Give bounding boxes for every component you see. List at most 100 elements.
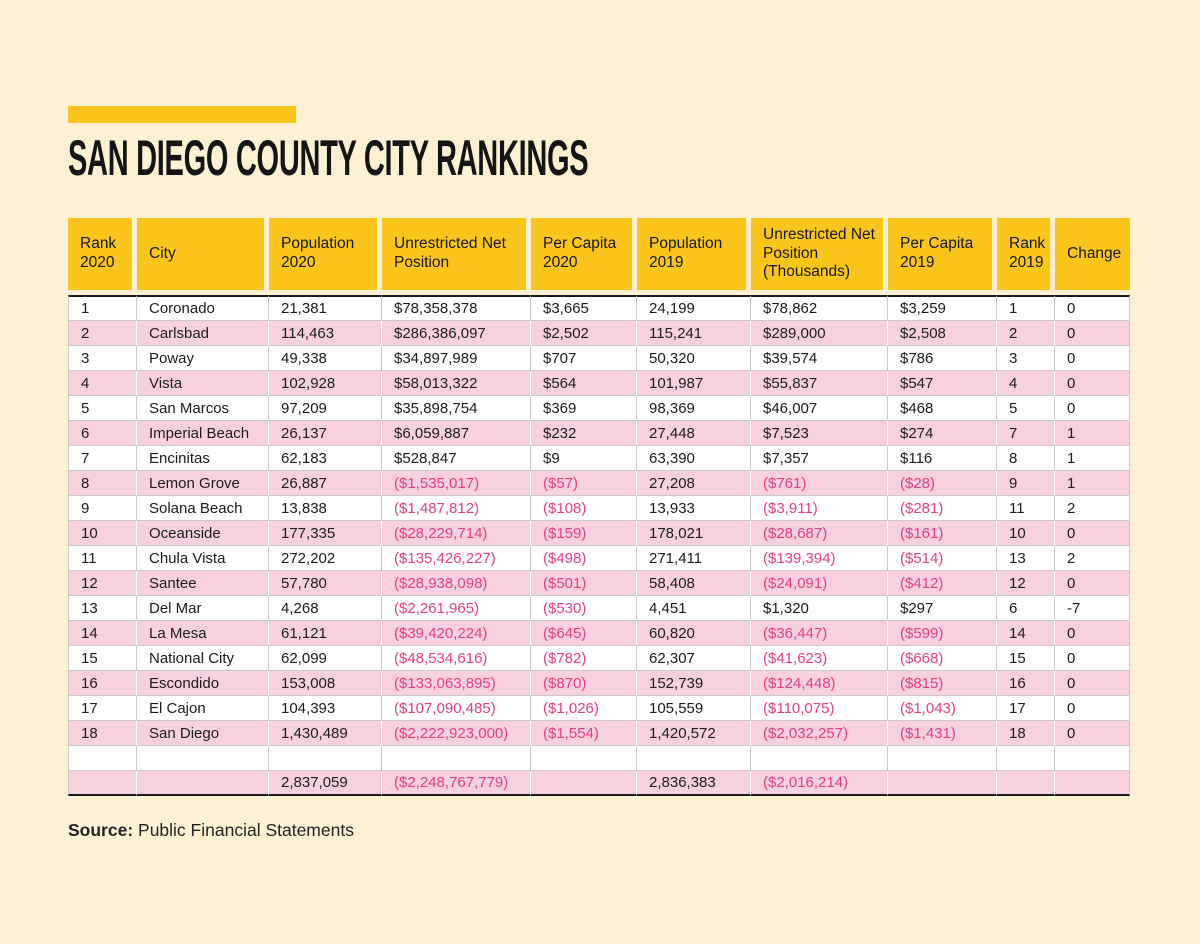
cell-rank-2019: 4	[997, 371, 1055, 396]
cell-city: San Marcos	[137, 396, 269, 421]
cell-population-2019: 98,369	[637, 396, 751, 421]
cell-unrestricted-net-position: $35,898,754	[382, 396, 531, 421]
cell-unrestricted-net-position: ($1,487,812)	[382, 496, 531, 521]
cell-rank-2019	[997, 771, 1055, 796]
table-row-vista: 4 Vista 102,928 $58,013,322 $564 101,987 $55,8…	[68, 371, 1130, 396]
source-text: Public Financial Statements	[133, 820, 354, 840]
cell-population-2019: 58,408	[637, 571, 751, 596]
cell-rank-2019: 7	[997, 421, 1055, 446]
cell-city: Encinitas	[137, 446, 269, 471]
cell-rank-2019: 12	[997, 571, 1055, 596]
cell-per-capita-2019: $468	[888, 396, 997, 421]
cell-unrestricted-net-position-thousands: ($36,447)	[751, 621, 888, 646]
table-header: Rank 2020 City Population 2020 Unrestricted…	[68, 218, 1130, 295]
cell-population-2020: 177,335	[269, 521, 382, 546]
cell-per-capita-2019: $274	[888, 421, 997, 446]
cell-per-capita-2019: ($514)	[888, 546, 997, 571]
column-header-change: Change	[1055, 218, 1130, 295]
cell-city: Solana Beach	[137, 496, 269, 521]
cell-city: Santee	[137, 571, 269, 596]
cell-rank-2019: 6	[997, 596, 1055, 621]
cell-per-capita-2019	[888, 771, 997, 796]
cell-change: 2	[1055, 546, 1130, 571]
cell-per-capita-2020: ($645)	[531, 621, 637, 646]
cell-per-capita-2020: ($530)	[531, 596, 637, 621]
cell-rank-2020	[68, 746, 137, 771]
cell-change: 0	[1055, 671, 1130, 696]
column-header-population-2019: Population 2019	[637, 218, 751, 295]
cell-change: 0	[1055, 621, 1130, 646]
cell-unrestricted-net-position-thousands: ($761)	[751, 471, 888, 496]
cell-unrestricted-net-position-thousands: ($24,091)	[751, 571, 888, 596]
cell-population-2020: 4,268	[269, 596, 382, 621]
cell-per-capita-2020	[531, 746, 637, 771]
cell-population-2020: 57,780	[269, 571, 382, 596]
cell-unrestricted-net-position-thousands: $46,007	[751, 396, 888, 421]
cell-change	[1055, 746, 1130, 771]
cell-rank-2020: 14	[68, 621, 137, 646]
cell-population-2020	[269, 746, 382, 771]
cell-rank-2020: 8	[68, 471, 137, 496]
cell-unrestricted-net-position: ($2,261,965)	[382, 596, 531, 621]
table-row-empty	[68, 746, 1130, 771]
table-row-escondido: 16 Escondido 153,008 ($133,063,895) ($870) 15…	[68, 671, 1130, 696]
table-row-lemon-grove: 8 Lemon Grove 26,887 ($1,535,017) ($57) 27,20…	[68, 471, 1130, 496]
cell-per-capita-2019: $547	[888, 371, 997, 396]
cell-unrestricted-net-position: $58,013,322	[382, 371, 531, 396]
cell-rank-2019: 3	[997, 346, 1055, 371]
cell-rank-2019	[997, 746, 1055, 771]
cell-per-capita-2019: $297	[888, 596, 997, 621]
cell-population-2020: 62,183	[269, 446, 382, 471]
cell-per-capita-2020: $9	[531, 446, 637, 471]
cell-rank-2020: 16	[68, 671, 137, 696]
column-header-per-capita-2020: Per Capita 2020	[531, 218, 637, 295]
cell-rank-2020	[68, 771, 137, 796]
cell-unrestricted-net-position-thousands: $55,837	[751, 371, 888, 396]
cell-rank-2019: 5	[997, 396, 1055, 421]
cell-population-2020: 104,393	[269, 696, 382, 721]
cell-rank-2019: 2	[997, 321, 1055, 346]
cell-unrestricted-net-position: ($107,090,485)	[382, 696, 531, 721]
cell-per-capita-2020: ($782)	[531, 646, 637, 671]
table-row-san-diego: 18 San Diego 1,430,489 ($2,222,923,000) ($1,…	[68, 721, 1130, 746]
cell-population-2020: 21,381	[269, 295, 382, 321]
cell-rank-2019: 13	[997, 546, 1055, 571]
cell-change: 1	[1055, 421, 1130, 446]
cell-per-capita-2020: $2,502	[531, 321, 637, 346]
table-row-santee: 12 Santee 57,780 ($28,938,098) ($501) 58,408(…	[68, 571, 1130, 596]
column-header-city: City	[137, 218, 269, 295]
cell-population-2019: 115,241	[637, 321, 751, 346]
cell-change: 2	[1055, 496, 1130, 521]
cell-population-2019: 101,987	[637, 371, 751, 396]
cell-per-capita-2020: $3,665	[531, 295, 637, 321]
cell-population-2020: 61,121	[269, 621, 382, 646]
column-header-rank-2019: Rank 2019	[997, 218, 1055, 295]
column-header-population-2020: Population 2020	[269, 218, 382, 295]
cell-city: Lemon Grove	[137, 471, 269, 496]
cell-per-capita-2020: ($108)	[531, 496, 637, 521]
cell-per-capita-2019: $116	[888, 446, 997, 471]
cell-population-2020: 153,008	[269, 671, 382, 696]
cell-city: La Mesa	[137, 621, 269, 646]
cell-unrestricted-net-position: $6,059,887	[382, 421, 531, 446]
cell-per-capita-2020: ($501)	[531, 571, 637, 596]
cell-unrestricted-net-position: ($2,248,767,779)	[382, 771, 531, 796]
cell-unrestricted-net-position-thousands: $289,000	[751, 321, 888, 346]
cell-rank-2020: 10	[68, 521, 137, 546]
column-header-per-capita-2019: Per Capita 2019	[888, 218, 997, 295]
cell-unrestricted-net-position	[382, 746, 531, 771]
source-label: Source:	[68, 820, 134, 840]
cell-population-2019: 152,739	[637, 671, 751, 696]
cell-rank-2020: 4	[68, 371, 137, 396]
cell-unrestricted-net-position: $528,847	[382, 446, 531, 471]
cell-population-2019: 62,307	[637, 646, 751, 671]
cell-rank-2019: 17	[997, 696, 1055, 721]
cell-unrestricted-net-position: ($135,426,227)	[382, 546, 531, 571]
column-header-unrestricted-net-position-thousands: Unrestricted Net Position (Thousands)	[751, 218, 888, 295]
cell-change: 0	[1055, 571, 1130, 596]
cell-city: San Diego	[137, 721, 269, 746]
cell-rank-2019: 9	[997, 471, 1055, 496]
cell-unrestricted-net-position-thousands: ($110,075)	[751, 696, 888, 721]
cell-population-2019: 105,559	[637, 696, 751, 721]
